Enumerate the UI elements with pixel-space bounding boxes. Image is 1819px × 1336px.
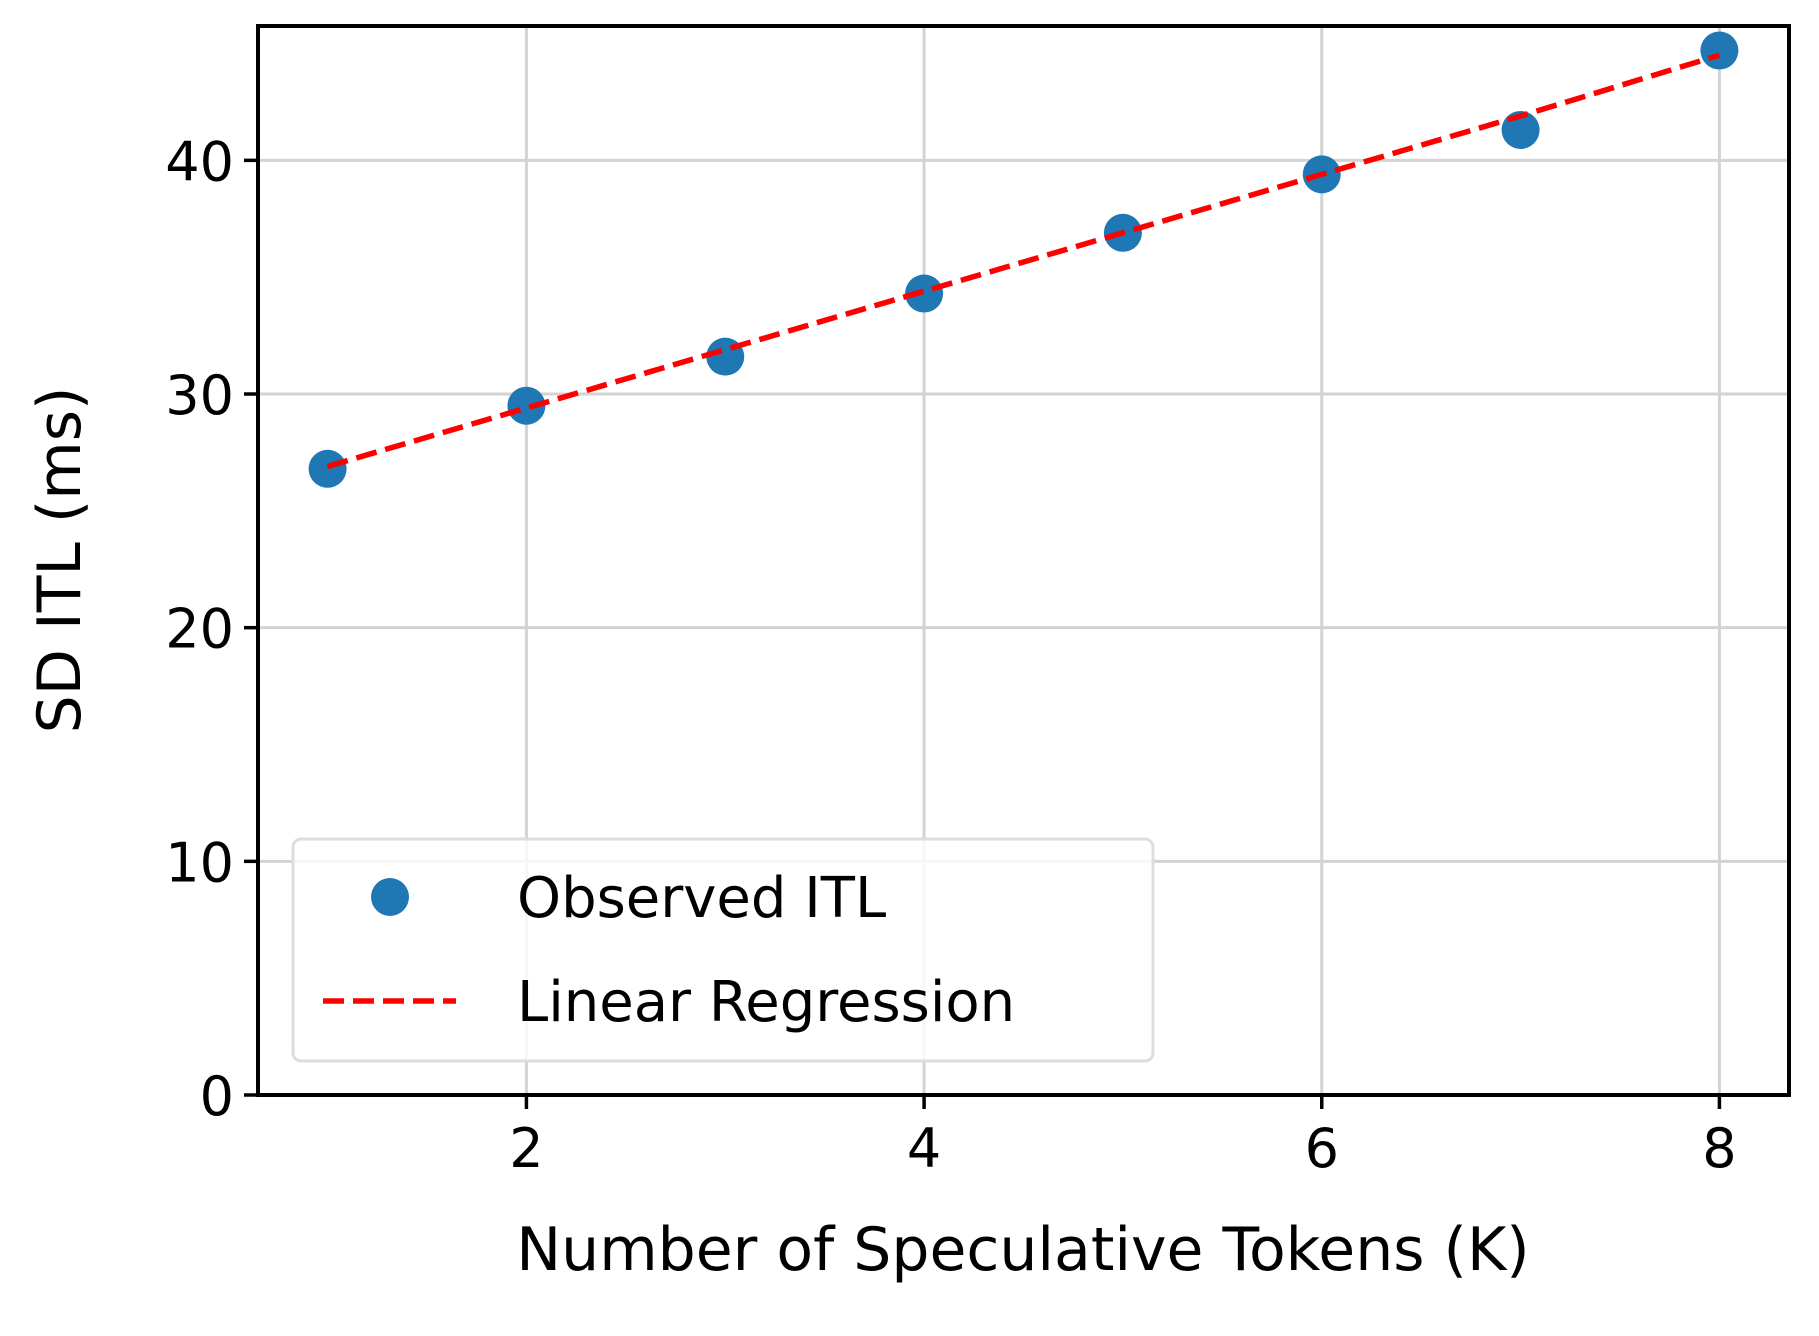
y-tick-label: 30: [165, 364, 234, 427]
y-tick-label: 40: [165, 130, 234, 193]
x-tick-label: 6: [1305, 1117, 1339, 1180]
x-tick-label: 2: [509, 1117, 543, 1180]
y-axis-label: SD ITL (ms): [25, 387, 95, 734]
legend: Observed ITL Linear Regression: [291, 837, 1155, 1063]
y-tick-label: 20: [165, 598, 234, 661]
legend-marker: [371, 878, 409, 916]
plot-frame: [256, 24, 1791, 1097]
legend-box: [291, 837, 1155, 1063]
data-point: [905, 274, 944, 313]
legend-label: Linear Regression: [517, 970, 1015, 1035]
legend-label: Observed ITL: [517, 866, 886, 931]
y-tick-label: 10: [165, 831, 234, 894]
x-tick-label: 8: [1702, 1117, 1736, 1180]
x-axis-label: Number of Speculative Tokens (K): [516, 1215, 1529, 1285]
regression-line: [326, 52, 1721, 470]
data-point: [1700, 31, 1739, 70]
y-tick-label: 0: [200, 1065, 234, 1128]
x-tick-label: 4: [907, 1117, 941, 1180]
data-point: [507, 386, 546, 425]
data-point: [308, 449, 347, 488]
